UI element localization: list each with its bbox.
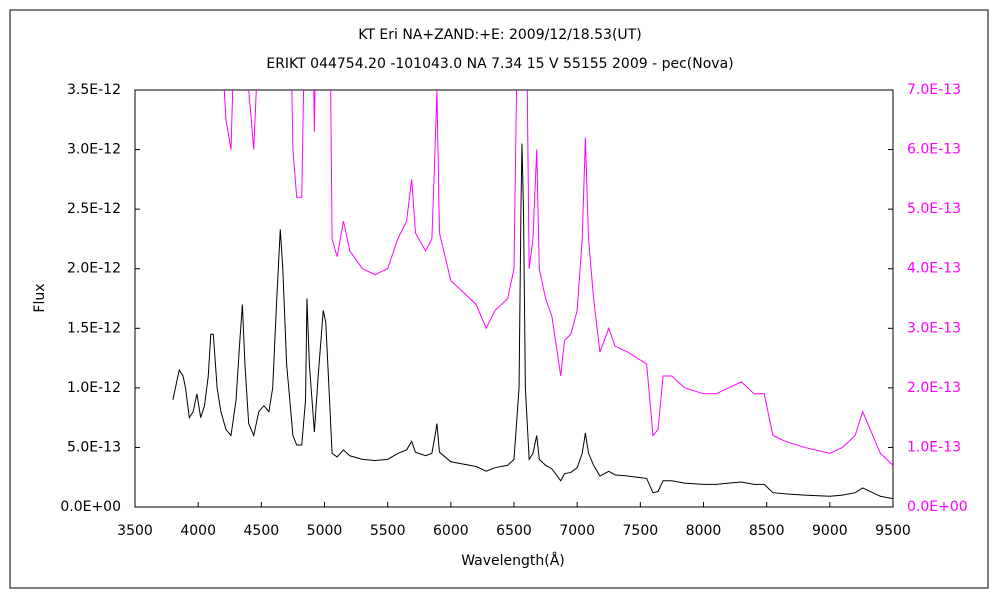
x-tick-label: 8000	[686, 523, 722, 539]
y2-tick-label: 7.0E-13	[907, 82, 961, 98]
x-tick-label: 3500	[117, 523, 153, 539]
x-tick-label: 9000	[812, 523, 848, 539]
y-tick-label: 1.0E-12	[67, 380, 121, 396]
y-tick-label: 5.0E-13	[67, 439, 121, 455]
x-tick-label: 5500	[370, 523, 406, 539]
y-tick-label: 3.5E-12	[67, 82, 121, 98]
y-tick-label: 3.0E-12	[67, 142, 121, 158]
spectrum-line	[172, 143, 893, 500]
x-tick-label: 6000	[433, 523, 469, 539]
y2-tick-label: 0.0E+00	[907, 499, 968, 515]
series-group	[172, 90, 893, 500]
y2-tick-label: 5.0E-13	[907, 201, 961, 217]
plot-area	[134, 89, 894, 508]
x-tick-label: 8500	[749, 523, 785, 539]
y-tick-label: 2.0E-12	[67, 261, 121, 277]
chart-subtitle: ERIKT 044754.20 -101043.0 NA 7.34 15 V 5…	[266, 56, 733, 72]
x-tick-label: 7500	[623, 523, 659, 539]
x-tick-label: 4500	[244, 523, 280, 539]
x-tick-label: 7000	[559, 523, 595, 539]
y2-tick-label: 1.0E-13	[907, 439, 961, 455]
y-tick-label: 1.5E-12	[67, 320, 121, 336]
x-tick-label: 9500	[875, 523, 911, 539]
y2-tick-label: 3.0E-13	[907, 320, 961, 336]
y2-tick-label: 6.0E-13	[907, 142, 961, 158]
x-tick-label: 5000	[307, 523, 343, 539]
y2-tick-label: 2.0E-13	[907, 380, 961, 396]
chart-title: KT Eri NA+ZAND:+E: 2009/12/18.53(UT)	[358, 27, 641, 43]
x-tick-label: 6500	[496, 523, 532, 539]
x-tick-label: 4000	[180, 523, 216, 539]
y-tick-label: 2.5E-12	[67, 201, 121, 217]
y-axis-label: Flux	[32, 283, 48, 312]
spectrum-line	[223, 90, 893, 466]
x-axis-label: Wavelength(Å)	[461, 552, 565, 569]
y2-tick-label: 4.0E-13	[907, 261, 961, 277]
y-tick-label: 0.0E+00	[60, 499, 121, 515]
